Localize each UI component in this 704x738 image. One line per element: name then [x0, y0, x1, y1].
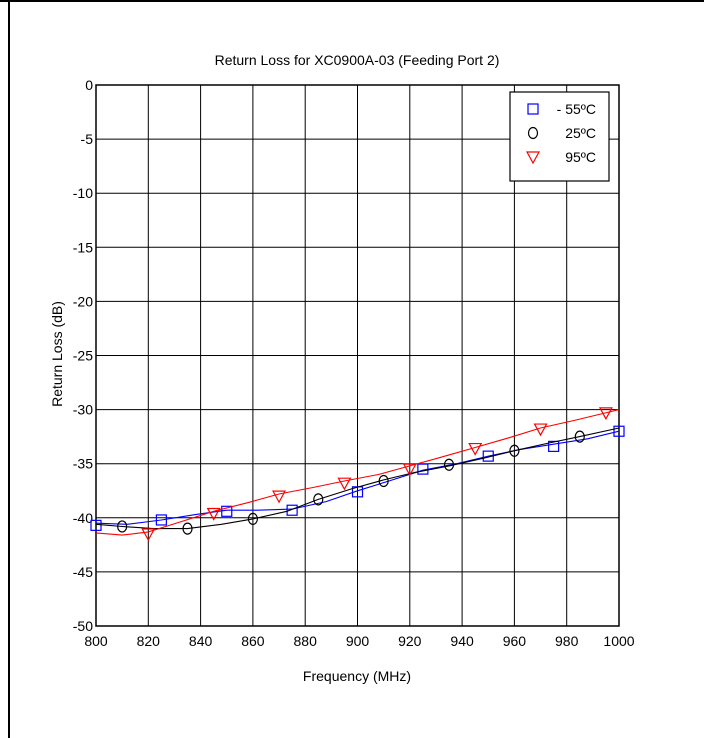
x-tick-label: 1000 — [603, 633, 634, 649]
x-tick-label: 900 — [346, 633, 370, 649]
x-tick-label: 880 — [294, 633, 318, 649]
series-1-marker — [117, 520, 128, 533]
y-tick-label: -10 — [73, 185, 93, 201]
legend-label-0: - 55ºC — [557, 101, 596, 117]
series-2-marker — [272, 490, 287, 504]
x-tick-label: 960 — [503, 633, 527, 649]
legend-marker-2 — [525, 151, 541, 165]
y-tick-label: -20 — [73, 293, 93, 309]
x-tick-label: 820 — [137, 633, 161, 649]
series-2-marker — [402, 463, 417, 477]
series-0-marker — [613, 425, 625, 437]
series-1-marker — [378, 474, 389, 488]
series-0-marker — [548, 440, 560, 452]
y-tick-label: -35 — [73, 456, 93, 472]
series-1-marker — [313, 493, 324, 506]
series-0-marker — [155, 514, 167, 526]
legend-marker-1 — [527, 126, 539, 140]
chart-title: Return Loss for XC0900A-03 (Feeding Port… — [215, 52, 500, 68]
series-2-marker — [206, 507, 221, 521]
series-2-marker — [533, 423, 548, 437]
series-2-marker — [598, 407, 613, 421]
legend-box — [509, 91, 610, 182]
x-tick-label: 800 — [84, 633, 108, 649]
legend-label-2: 95ºC — [565, 149, 596, 165]
y-tick-label: -40 — [73, 510, 93, 526]
series-1-marker — [574, 430, 585, 443]
legend: - 55ºC 25ºC 95ºC — [509, 91, 610, 182]
series-0-marker — [417, 463, 429, 475]
x-tick-label: 980 — [555, 633, 579, 649]
series-2-marker — [337, 477, 352, 491]
y-tick-label: -45 — [73, 564, 93, 580]
series-1-marker — [182, 522, 193, 535]
series-1-marker — [509, 444, 520, 457]
x-tick-label: 920 — [398, 633, 422, 649]
series-line-0 — [95, 430, 620, 525]
series-2-marker — [468, 442, 483, 456]
legend-label-1: 25ºC — [565, 125, 596, 141]
y-tick-label: -30 — [73, 402, 93, 418]
plot-area: 800 820 840 860 880 900 920 940 960 980 1000 0 -5 -10… — [73, 77, 635, 649]
x-tick-label: 860 — [241, 633, 265, 649]
series-line-2 — [95, 409, 620, 536]
series-0-marker — [286, 504, 298, 516]
y-tick-label: -25 — [73, 348, 93, 364]
series-1-marker — [443, 458, 455, 471]
x-tick-label: 840 — [189, 633, 213, 649]
x-axis-label: Frequency (MHz) — [303, 668, 411, 684]
legend-marker-0 — [527, 103, 539, 115]
plot-frame — [95, 84, 620, 627]
series-line-1 — [95, 427, 620, 530]
y-tick-label: -50 — [73, 618, 93, 634]
series-2-marker — [141, 528, 156, 542]
series-1-marker — [247, 512, 258, 525]
series-0-marker — [221, 505, 233, 517]
y-axis-label: Return Loss (dB) — [49, 301, 65, 407]
series-0-marker — [90, 519, 102, 531]
y-tick-label: -5 — [81, 131, 94, 147]
y-tick-label: -15 — [73, 239, 93, 255]
y-tick-label: 0 — [85, 77, 93, 93]
x-tick-label: 940 — [450, 633, 474, 649]
